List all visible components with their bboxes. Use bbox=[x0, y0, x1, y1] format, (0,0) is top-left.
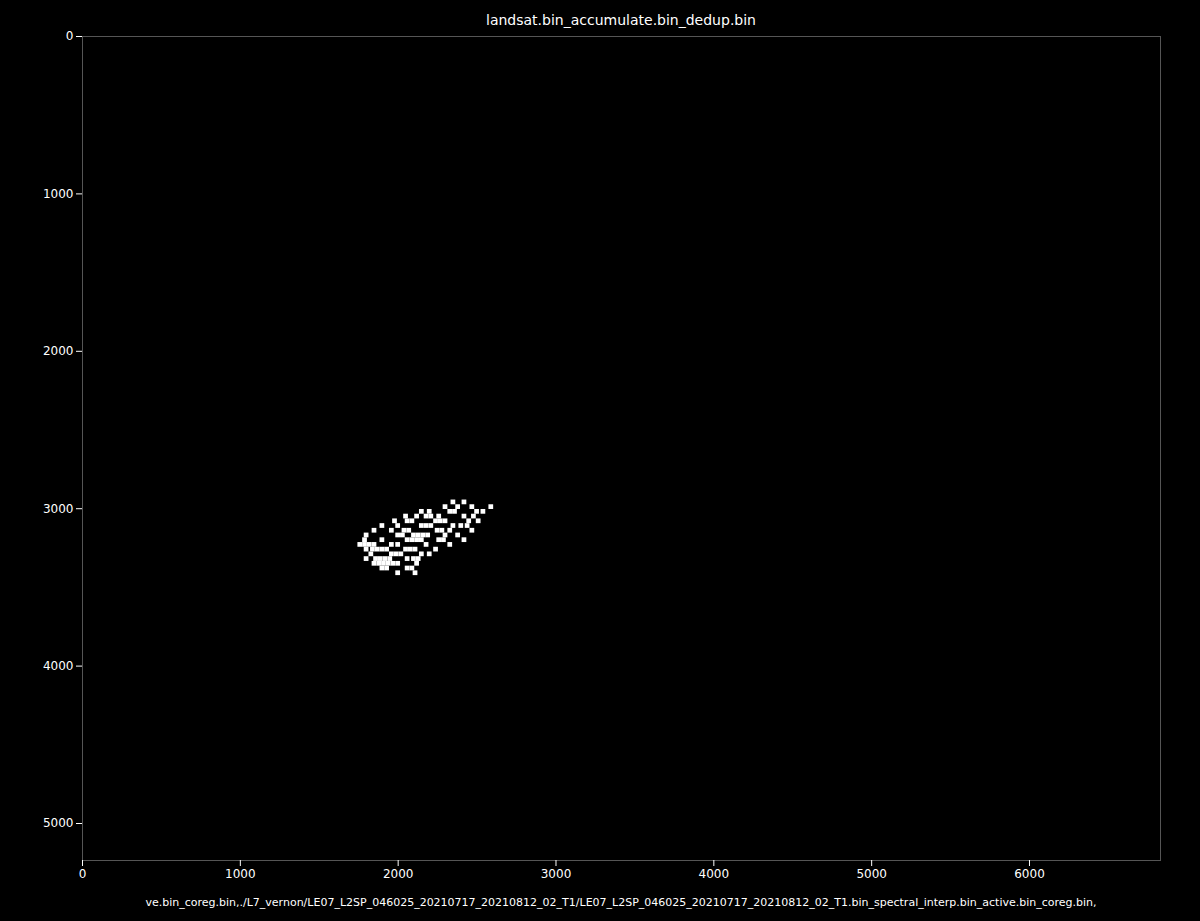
svg-text:2000: 2000 bbox=[43, 344, 74, 358]
svg-text:6000: 6000 bbox=[1014, 867, 1045, 881]
svg-text:3000: 3000 bbox=[541, 867, 572, 881]
svg-text:3000: 3000 bbox=[43, 502, 74, 516]
svg-text:4000: 4000 bbox=[43, 659, 74, 673]
svg-text:4000: 4000 bbox=[699, 867, 730, 881]
svg-text:5000: 5000 bbox=[43, 816, 74, 830]
svg-text:0: 0 bbox=[66, 29, 74, 43]
svg-text:2000: 2000 bbox=[383, 867, 414, 881]
svg-text:1000: 1000 bbox=[43, 187, 74, 201]
svg-text:0: 0 bbox=[79, 867, 87, 881]
html-text:ve.bin_coreg.bin,./L7_vernon/L: ve.bin_coreg.bin,./L7_vernon/LE07_L2SP_0… bbox=[145, 896, 1097, 909]
html-text:landsat.bin_accumulate.bin_ded: landsat.bin_accumulate.bin_dedup.bin bbox=[486, 12, 756, 28]
svg-text:1000: 1000 bbox=[225, 867, 256, 881]
svg-text:5000: 5000 bbox=[856, 867, 887, 881]
